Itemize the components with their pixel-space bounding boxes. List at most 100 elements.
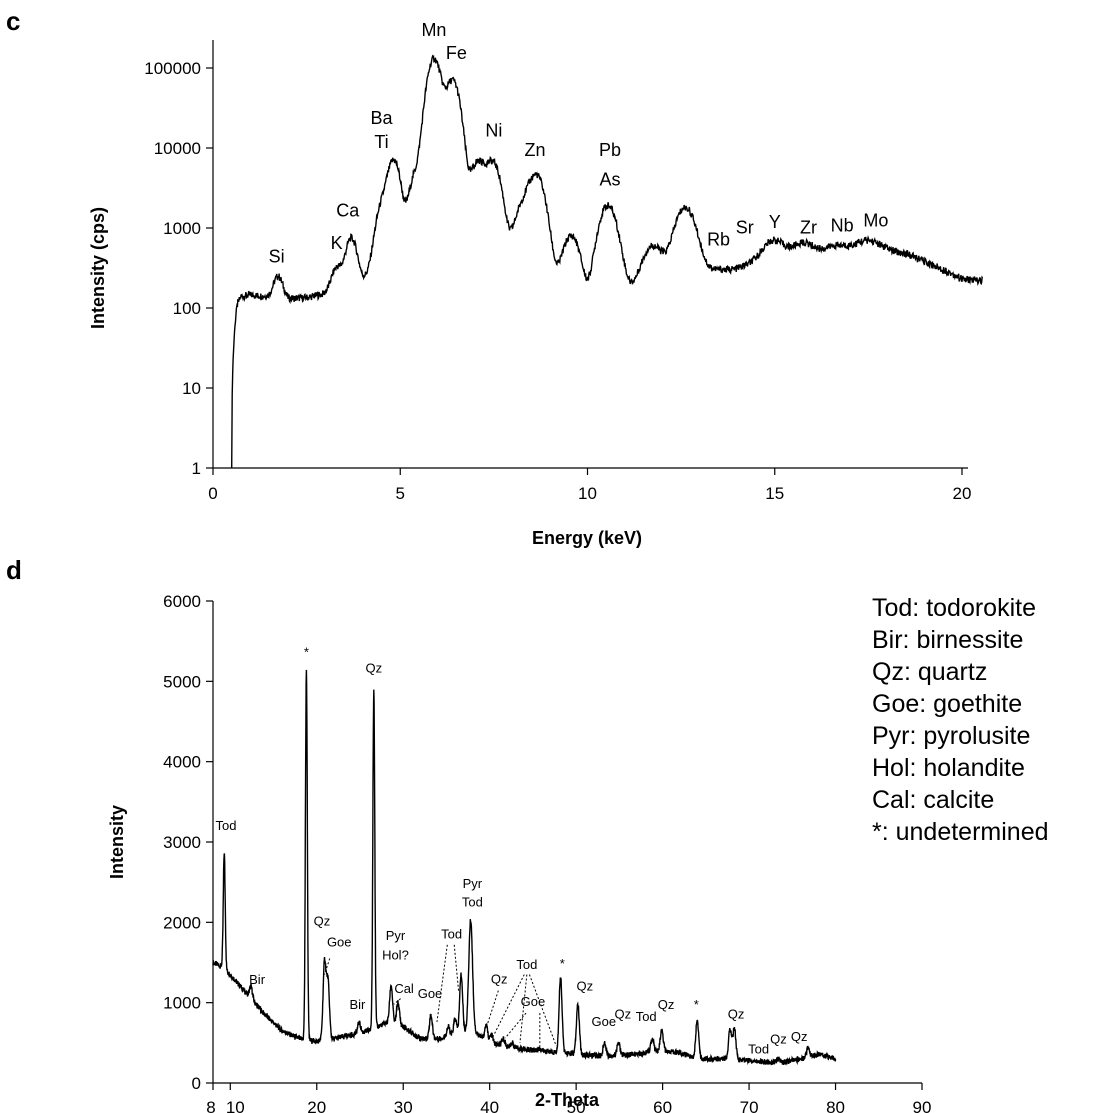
panel-letter-d: d (6, 555, 22, 585)
legend-entry: Cal: calcite (872, 786, 995, 814)
legend-entry: Pyr: pyrolusite (872, 722, 1031, 750)
y-axis-title-c: Intensity (cps) (88, 207, 108, 329)
phase-label-d: Qz (615, 1007, 632, 1022)
element-label-c: Ca (336, 200, 360, 220)
legend-entry: Qz: quartz (872, 658, 988, 686)
element-label-c: Mn (421, 20, 446, 40)
phase-label-d: Tod (748, 1041, 769, 1056)
annotation-leader-d (528, 974, 557, 1047)
element-label-c: Si (269, 247, 285, 267)
phase-label-d: Cal (394, 981, 414, 996)
phase-label-d: Tod (215, 818, 236, 833)
phase-label-d: Pyr (463, 876, 483, 891)
phase-label-d: Qz (791, 1029, 808, 1044)
phase-label-d: * (560, 956, 565, 971)
y-tick-label-c: 100 (173, 299, 201, 318)
phase-label-d: Goe (521, 994, 546, 1009)
phase-label-d: Qz (491, 971, 508, 986)
phase-label-d: Goe (327, 934, 352, 949)
annotation-leader-d (504, 1012, 527, 1039)
annotation-leader-d (393, 998, 401, 1005)
phase-label-d: Qz (366, 660, 383, 675)
y-tick-label-d: 0 (192, 1074, 201, 1093)
phase-label-d: Tod (462, 894, 483, 909)
element-label-c: Zn (525, 140, 546, 160)
diffractogram-line-d (212, 669, 837, 1066)
x-tick-label-d: 50 (567, 1098, 586, 1113)
element-label-c: Fe (446, 43, 467, 63)
x-tick-label-d: 10 (226, 1098, 245, 1113)
phase-label-d: Pyr (386, 928, 406, 943)
phase-label-d: Hol? (382, 947, 409, 962)
element-label-c: As (599, 169, 620, 189)
annotation-leader-d (324, 958, 331, 975)
x-tick-label-d: 90 (913, 1098, 932, 1113)
legend-entry: *: undetermined (872, 818, 1049, 846)
y-tick-label-c: 10000 (154, 139, 201, 158)
phase-label-d: Qz (576, 979, 593, 994)
x-tick-label-c: 20 (953, 484, 972, 503)
element-label-c: Rb (707, 230, 730, 250)
y-tick-label-c: 1000 (163, 219, 201, 238)
annotation-leader-d (492, 974, 525, 1037)
y-tick-label-d: 6000 (163, 592, 201, 611)
annotation-leader-d (436, 944, 448, 1023)
legend-entry: Bir: birnessite (872, 626, 1024, 654)
element-label-c: Ti (374, 132, 388, 152)
y-tick-label-d: 3000 (163, 833, 201, 852)
phase-label-d: Bir (349, 997, 366, 1012)
annotation-leader-d (519, 974, 528, 1043)
element-label-c: K (331, 233, 343, 253)
y-tick-label-c: 100000 (144, 59, 201, 78)
phase-label-d: * (694, 997, 699, 1012)
x-tick-label-d: 8 (206, 1098, 215, 1113)
x-axis-title-d: 2-Theta (535, 1090, 600, 1110)
x-tick-label-c: 15 (765, 484, 784, 503)
y-tick-label-d: 4000 (163, 753, 201, 772)
element-label-c: Y (769, 212, 781, 232)
annotation-leader-d (486, 990, 499, 1026)
element-label-c: Ba (371, 108, 394, 128)
y-tick-label-d: 2000 (163, 913, 201, 932)
y-tick-label-d: 5000 (163, 672, 201, 691)
x-tick-label-d: 30 (394, 1098, 413, 1113)
x-axis-title-c: Energy (keV) (532, 528, 642, 548)
phase-label-d: Goe (592, 1014, 617, 1029)
panel-letter-c: c (6, 6, 21, 36)
phase-label-d: Goe (418, 986, 443, 1001)
annotation-leader-d (453, 944, 460, 991)
x-tick-label-d: 20 (307, 1098, 326, 1113)
phase-label-d: Tod (441, 926, 462, 941)
element-label-c: Zr (800, 218, 817, 238)
y-tick-label-c: 10 (182, 379, 201, 398)
y-axis-title-d: Intensity (107, 805, 127, 879)
element-label-c: Nb (831, 216, 854, 236)
phase-label-d: Tod (516, 957, 537, 972)
x-tick-label-c: 5 (396, 484, 405, 503)
element-label-c: Pb (599, 140, 621, 160)
spectrum-line-c (231, 54, 984, 469)
y-tick-label-d: 1000 (163, 994, 201, 1013)
phase-label-d: Qz (658, 997, 675, 1012)
legend-entry: Hol: holandite (872, 754, 1025, 782)
x-tick-label-d: 80 (826, 1098, 845, 1113)
phase-label-d: Qz (728, 1007, 745, 1022)
element-label-c: Ni (485, 120, 502, 140)
x-tick-label-c: 10 (578, 484, 597, 503)
phase-label-d: Qz (770, 1032, 787, 1047)
x-tick-label-d: 40 (480, 1098, 499, 1113)
phase-label-d: Tod (636, 1009, 657, 1024)
element-label-c: Sr (736, 218, 754, 238)
phase-label-d: Qz (314, 914, 331, 929)
x-tick-label-c: 0 (208, 484, 217, 503)
phase-label-d: * (304, 644, 309, 659)
y-tick-label-c: 1 (192, 459, 201, 478)
legend-entry: Goe: goethite (872, 690, 1023, 718)
phase-label-d: Bir (249, 972, 266, 987)
x-tick-label-d: 70 (740, 1098, 759, 1113)
element-label-c: Mo (863, 210, 888, 230)
legend-entry: Tod: todorokite (872, 594, 1036, 622)
phase-legend: Tod: todorokite Bir: birnessite Qz: quar… (872, 592, 1049, 848)
x-tick-label-d: 60 (653, 1098, 672, 1113)
